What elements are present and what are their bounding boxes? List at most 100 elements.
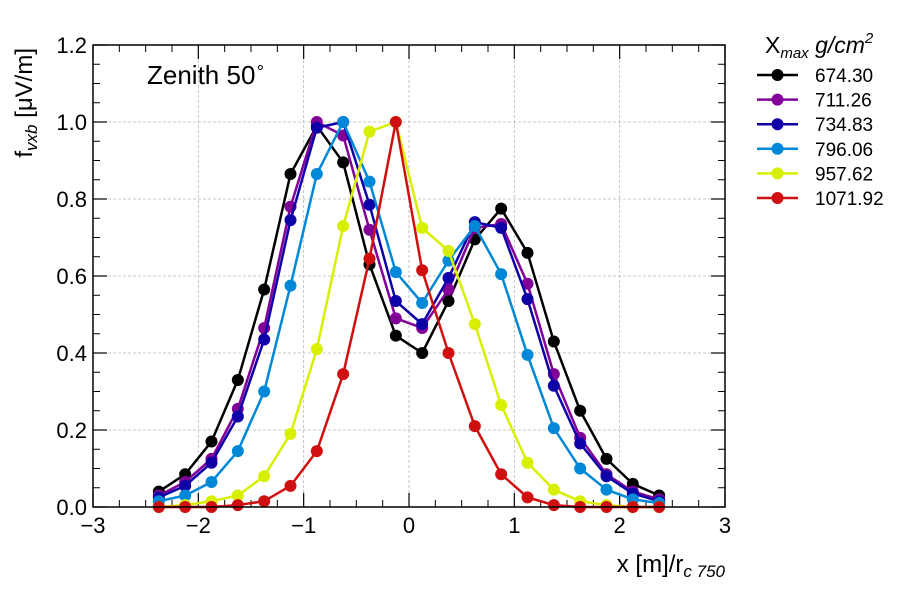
data-point: [310, 343, 323, 356]
data-point: [574, 404, 587, 417]
y-tick-label: 0.0: [56, 495, 87, 520]
y-tick-label: 0.4: [56, 341, 87, 366]
data-point: [258, 333, 271, 346]
legend-label: 796.06: [815, 140, 873, 161]
legend-swatch-marker: [771, 93, 784, 106]
y-tick-label: 1.2: [56, 33, 87, 58]
legend-label: 711.26: [815, 91, 872, 112]
series-line: [158, 124, 660, 497]
data-point: [574, 437, 587, 450]
legend-swatch-marker: [771, 192, 784, 204]
x-tick-label: 3: [719, 513, 731, 538]
legend-swatch-marker: [771, 118, 784, 131]
data-point: [416, 264, 429, 277]
data-point: [574, 462, 587, 475]
legend-swatch-marker: [771, 69, 784, 81]
data-point: [310, 167, 323, 180]
plot-series: [152, 116, 666, 513]
data-point: [495, 268, 508, 281]
data-point: [416, 221, 429, 234]
grid: [93, 45, 725, 507]
data-point: [389, 295, 402, 308]
data-point: [205, 475, 218, 488]
legend-label: 1071.92: [815, 189, 884, 210]
data-point: [468, 318, 481, 331]
x-tick-label: −1: [291, 513, 316, 538]
data-point: [389, 329, 402, 342]
data-point: [468, 219, 481, 232]
data-point: [231, 489, 244, 502]
data-point: [416, 296, 429, 309]
legend: Xmax g/cm2 674.30 711.26 734.83 796.06 957.6…: [757, 30, 884, 210]
plot-frame: [92, 44, 726, 508]
data-point: [547, 483, 560, 496]
data-point: [521, 456, 534, 469]
data-point: [310, 445, 323, 458]
legend-entry: 1071.92: [757, 189, 884, 210]
data-point: [547, 499, 560, 512]
legend-label: 734.83: [815, 115, 873, 136]
data-point: [416, 347, 429, 359]
data-point: [363, 125, 376, 138]
data-point: [258, 283, 271, 296]
data-point: [231, 410, 244, 423]
x-tick-label: −2: [186, 513, 211, 538]
data-point: [258, 470, 271, 483]
data-point: [205, 435, 218, 448]
data-point: [600, 452, 613, 465]
data-point: [284, 279, 297, 292]
data-point: [442, 283, 455, 296]
legend-label: 957.62: [815, 164, 873, 185]
series-line: [158, 120, 660, 505]
data-point: [547, 335, 560, 348]
x-tick-label: 1: [508, 513, 520, 538]
data-point: [363, 252, 376, 265]
data-point: [337, 156, 350, 169]
data-point: [389, 266, 402, 279]
y-tick-label: 1.0: [56, 110, 87, 135]
data-point: [495, 202, 508, 215]
data-point: [521, 277, 534, 290]
data-point: [442, 347, 455, 359]
data-point: [363, 223, 376, 236]
data-point: [258, 495, 271, 508]
data-point: [337, 219, 350, 232]
data-point: [337, 368, 350, 381]
data-point: [416, 318, 429, 331]
data-point: [468, 420, 481, 433]
data-point: [495, 221, 508, 234]
data-point: [284, 479, 297, 492]
y-axis-label: fvxb [μV/m]: [11, 48, 41, 158]
data-point: [521, 293, 534, 306]
x-tick-label: −3: [80, 513, 105, 538]
x-axis-label: x [m]/rc 750: [617, 551, 726, 581]
data-point: [231, 373, 244, 386]
data-point: [600, 483, 613, 496]
legend-entry: 957.62: [757, 164, 873, 185]
data-point: [389, 116, 402, 128]
data-point: [547, 379, 560, 392]
y-tick-label: 0.2: [56, 418, 87, 443]
data-point: [389, 312, 402, 325]
legend-label: 674.30: [815, 66, 873, 87]
y-tick-label: 0.6: [56, 264, 87, 289]
legend-title: Xmax g/cm2: [765, 30, 874, 62]
data-point: [258, 385, 271, 398]
legend-entry: 734.83: [757, 115, 873, 136]
y-tick-label: 0.8: [56, 187, 87, 212]
data-point: [284, 214, 297, 227]
data-point: [363, 175, 376, 188]
data-point: [521, 348, 534, 361]
legend-entry: 674.30: [757, 66, 873, 87]
x-tick-label: 0: [403, 513, 415, 538]
series-line: [158, 120, 660, 501]
data-point: [179, 479, 192, 492]
data-point: [231, 445, 244, 458]
data-point: [547, 422, 560, 435]
data-point: [495, 398, 508, 411]
data-point: [521, 246, 534, 259]
data-point: [205, 456, 218, 469]
tick-labels: −3 −2 −1 0 1 2 3 0.0 0.2 0.4 0.6 0.8 1.0 1.2: [56, 33, 731, 538]
data-point: [521, 491, 534, 504]
